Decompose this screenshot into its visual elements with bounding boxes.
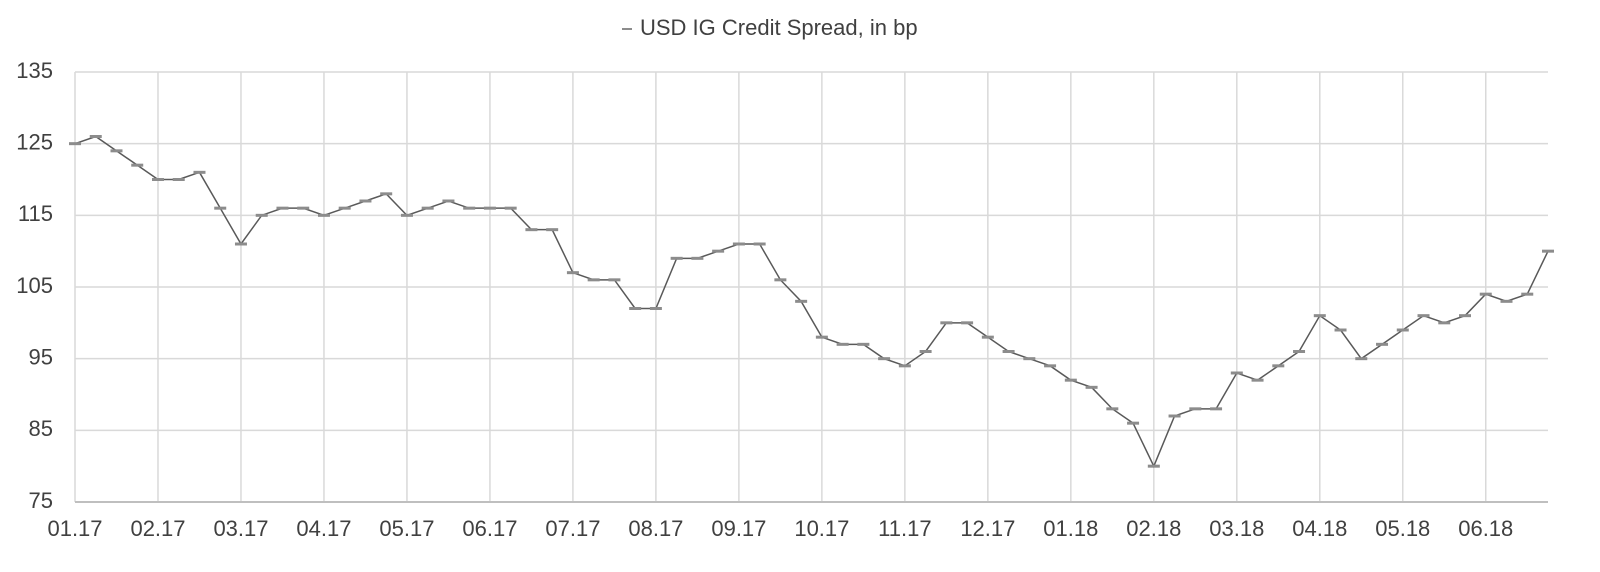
x-tick-label: 08.17 (628, 516, 683, 541)
y-tick-label: 125 (16, 129, 53, 154)
x-tick-label: 04.17 (296, 516, 351, 541)
x-tick-label: 05.18 (1375, 516, 1430, 541)
y-tick-label: 115 (18, 201, 53, 226)
x-tick-label: 05.17 (379, 516, 434, 541)
x-tick-label: 07.17 (545, 516, 600, 541)
x-tick-label: 06.18 (1458, 516, 1513, 541)
x-tick-label: 01.18 (1043, 516, 1098, 541)
y-tick-label: 135 (16, 58, 53, 83)
y-tick-label: 85 (29, 416, 53, 441)
x-tick-label: 03.17 (213, 516, 268, 541)
y-tick-label: 75 (29, 488, 53, 513)
x-tick-label: 03.18 (1209, 516, 1264, 541)
y-tick-label: 105 (16, 273, 53, 298)
x-tick-label: 11.17 (878, 516, 931, 541)
x-tick-label: 12.17 (960, 516, 1015, 541)
x-tick-label: 02.18 (1126, 516, 1181, 541)
x-tick-label: 09.17 (711, 516, 766, 541)
y-tick-label: 95 (29, 344, 53, 369)
x-tick-label: 06.17 (462, 516, 517, 541)
x-tick-label: 01.17 (47, 516, 102, 541)
legend-entry: USD IG Credit Spread, in bp (640, 15, 918, 40)
x-tick-label: 10.17 (794, 516, 849, 541)
x-tick-label: 02.17 (130, 516, 185, 541)
x-tick-label: 04.18 (1292, 516, 1347, 541)
series-line (74, 135, 1549, 469)
